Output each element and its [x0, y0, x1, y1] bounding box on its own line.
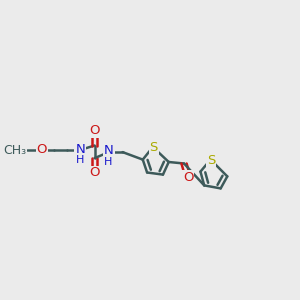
Text: O: O [183, 171, 194, 184]
Text: H: H [75, 155, 84, 165]
Text: N: N [75, 142, 85, 156]
Text: CH₃: CH₃ [3, 143, 26, 157]
Text: S: S [149, 141, 158, 154]
Text: O: O [37, 142, 47, 156]
Text: O: O [89, 124, 100, 137]
Text: O: O [89, 166, 100, 179]
Text: N: N [104, 144, 114, 157]
Text: H: H [104, 157, 112, 167]
Text: S: S [207, 154, 216, 167]
